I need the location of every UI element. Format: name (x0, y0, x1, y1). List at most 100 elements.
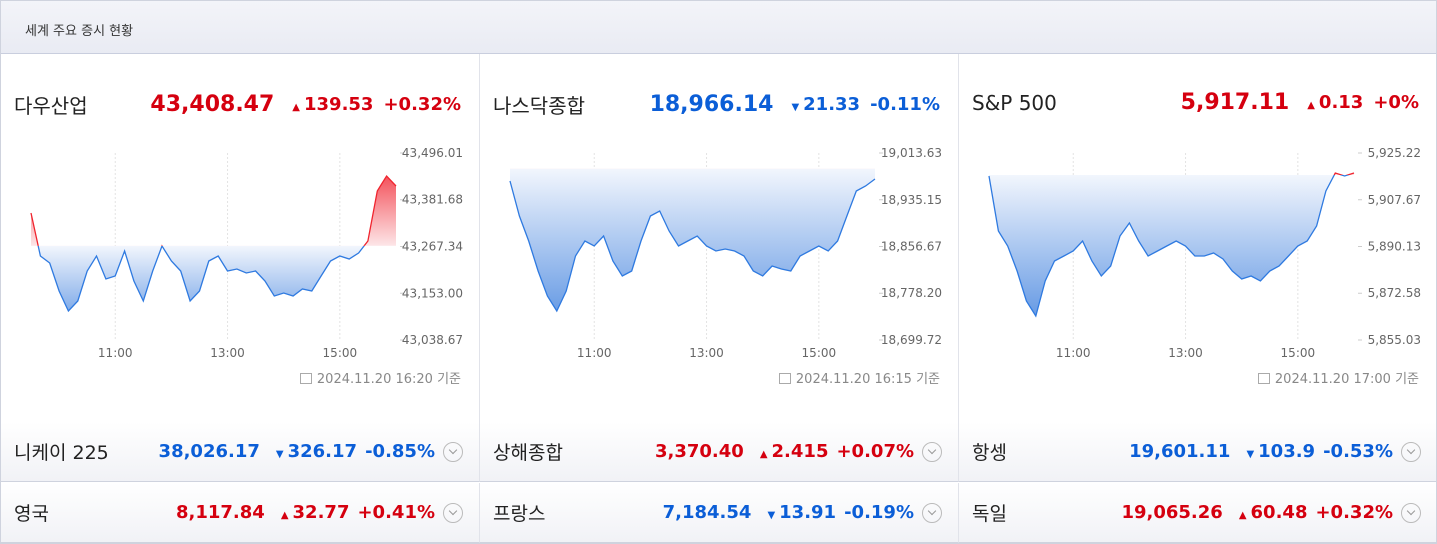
index-name: 독일 (972, 503, 1007, 525)
price: 19,065.26 (1121, 502, 1223, 523)
change: ▲ 60.48 (1239, 502, 1308, 523)
header-title: 세계 주요 증시 현황 (1, 1, 1436, 54)
more-button[interactable] (443, 441, 463, 462)
index-row: 프랑스 7,184.54 ▼ 13.91 -0.19% (480, 483, 959, 543)
change: ▲ 32.77 (281, 502, 350, 523)
index-name: 나스닥종합 (493, 94, 585, 118)
panel-top: 다우산업 43,408.47 ▲ 139.53 +0.32% (14, 90, 461, 119)
y-tick-label: 5,907.67 (1368, 193, 1421, 207)
change-value: 0.13 (1318, 92, 1364, 113)
timestamp: 2024.11.20 17:00 기준 (1257, 368, 1419, 387)
index-row: 상해종합 3,370.40 ▲ 2.415 +0.07% (480, 422, 959, 482)
index-panel: 다우산업 43,408.47 ▲ 139.53 +0.32% 11:00 13:00 15:0… (1, 54, 480, 422)
index-name: S&P 500 (972, 90, 1057, 115)
area-below (510, 168, 875, 311)
direction-arrow: ▼ (275, 449, 284, 460)
change-pct: -0.19% (844, 502, 914, 523)
panel-top: 나스닥종합 18,966.14 ▼ 21.33 -0.11% (493, 90, 940, 119)
y-tick-label: 43,496.01 (402, 146, 463, 160)
index-row: 니케이 225 38,026.17 ▼ 326.17 -0.85% (1, 422, 480, 482)
direction-arrow: ▼ (767, 510, 776, 521)
y-tick-label: 43,038.67 (402, 333, 463, 347)
change-value: 139.53 (304, 94, 374, 115)
change-pct: +0.32% (1315, 502, 1393, 523)
y-tick-label: 18,935.15 (881, 193, 942, 207)
change: ▲ 0.13 (1307, 92, 1363, 113)
x-tick-label: 11:00 (577, 346, 612, 360)
price-line (509, 178, 876, 313)
index-name: 프랑스 (493, 503, 546, 525)
x-tick-label: 15:00 (323, 346, 358, 360)
panel-top: S&P 500 5,917.11 ▲ 0.13 +0% (972, 90, 1419, 115)
y-tick-label: 5,890.13 (1368, 239, 1421, 253)
change: ▲ 2.415 (760, 441, 829, 462)
direction-arrow: ▲ (759, 449, 768, 460)
y-tick-label: 18,856.67 (881, 240, 942, 254)
x-tick-label: 13:00 (210, 346, 245, 360)
change-value: 326.17 (287, 441, 358, 462)
index-panel: 나스닥종합 18,966.14 ▼ 21.33 -0.11% 11:00 13:00 15:0… (480, 54, 959, 422)
x-tick-label: 15:00 (802, 346, 837, 360)
price-line-up (30, 174, 397, 246)
direction-arrow: ▲ (292, 102, 300, 113)
y-tick-label: 19,013.63 (881, 146, 942, 160)
intraday-chart: 11:00 13:00 15:00 43,496.01 43,381.68 43,267.… (30, 146, 463, 360)
direction-arrow: ▲ (1307, 100, 1315, 111)
change: ▼ 13.91 (767, 502, 836, 523)
more-button[interactable] (922, 502, 942, 523)
direction-arrow: ▲ (1238, 510, 1247, 521)
index-row: 항셍 19,601.11 ▼ 103.9 -0.53% (959, 422, 1436, 482)
index-name: 다우산업 (14, 94, 88, 118)
more-button[interactable] (1401, 502, 1421, 523)
calendar-icon (778, 373, 791, 384)
index-panel: S&P 500 5,917.11 ▲ 0.13 +0% 11:00 13:00 15:00 5,… (959, 54, 1436, 422)
y-tick-label: 5,872.58 (1368, 286, 1421, 300)
index-row: 독일 19,065.26 ▲ 60.48 +0.32% (959, 483, 1436, 543)
more-button[interactable] (443, 502, 463, 523)
y-tick-label: 5,925.22 (1368, 146, 1421, 160)
change-value: 21.33 (803, 94, 861, 115)
x-tick-label: 13:00 (689, 346, 724, 360)
direction-arrow: ▲ (280, 510, 289, 521)
y-tick-label: 18,778.20 (881, 286, 942, 300)
y-tick-label: 43,381.68 (402, 193, 463, 207)
x-tick-label: 13:00 (1168, 346, 1203, 360)
change-value: 103.9 (1258, 441, 1316, 462)
index-name: 영국 (14, 503, 49, 525)
index-row: 영국 8,117.84 ▲ 32.77 +0.41% (1, 483, 480, 543)
price: 3,370.40 (655, 441, 744, 462)
more-button[interactable] (1401, 441, 1421, 462)
index-name: 상해종합 (493, 442, 563, 464)
calendar-icon (1257, 373, 1270, 384)
change-value: 13.91 (779, 502, 837, 523)
change-pct: -0.85% (365, 441, 435, 462)
direction-arrow: ▼ (1246, 449, 1255, 460)
area-below (989, 174, 1354, 316)
price: 43,408.47 (150, 92, 275, 117)
price-line (988, 174, 1351, 318)
change: ▼ 103.9 (1246, 441, 1315, 462)
timestamp: 2024.11.20 16:15 기준 (778, 368, 940, 387)
intraday-chart: 11:00 13:00 15:00 5,925.22 5,907.67 5,890.13 5… (988, 146, 1421, 360)
intraday-chart: 11:00 13:00 15:00 19,013.63 18,935.15 18,856.… (509, 146, 942, 360)
change: ▲ 139.53 (292, 94, 373, 115)
change: ▼ 326.17 (276, 441, 357, 462)
price: 19,601.11 (1129, 441, 1231, 462)
change-pct: +0.32% (383, 94, 461, 115)
timestamp-text: 2024.11.20 16:15 기준 (795, 372, 940, 387)
index-name: 항셍 (972, 442, 1007, 464)
change-value: 60.48 (1250, 502, 1308, 523)
change: ▼ 21.33 (791, 94, 860, 115)
price: 7,184.54 (662, 502, 752, 523)
more-button[interactable] (922, 441, 942, 462)
change-pct: +0.41% (357, 502, 435, 523)
change-pct: -0.11% (870, 94, 940, 115)
x-tick-label: 15:00 (1281, 346, 1316, 360)
price-line (37, 245, 365, 313)
change-value: 2.415 (771, 441, 829, 462)
price: 38,026.17 (158, 441, 260, 462)
direction-arrow: ▼ (791, 102, 800, 113)
change-pct: -0.53% (1323, 441, 1393, 462)
y-tick-label: 5,855.03 (1368, 333, 1421, 347)
